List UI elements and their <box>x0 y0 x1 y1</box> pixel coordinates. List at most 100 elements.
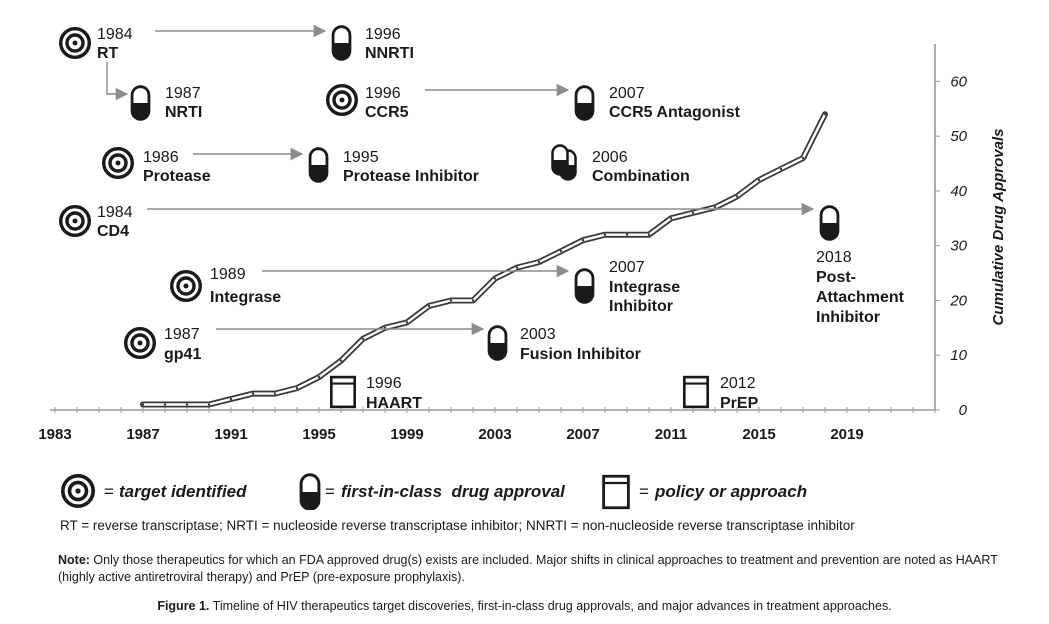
timeline-events: 1984 RT 1996 NNRTI 1987 NRTI 1996 CCR5 2… <box>59 25 905 412</box>
pill-icon <box>308 147 329 183</box>
pill-icon <box>130 85 151 121</box>
data-point <box>801 156 805 160</box>
event-label-line: Post- <box>816 269 856 286</box>
caption-text: Timeline of HIV therapeutics target disc… <box>209 599 892 613</box>
x-tick-label: 2015 <box>742 426 775 443</box>
event-ccr5-antagonist: 2007 CCR5 Antagonist <box>574 85 741 121</box>
y-tick-label: 40 <box>950 183 967 200</box>
data-point <box>735 195 739 198</box>
event-integrase: 1989 Integrase <box>170 266 281 306</box>
event-label: Combination <box>592 168 690 185</box>
data-point <box>405 321 409 324</box>
event-label: NNRTI <box>365 45 414 62</box>
event-year: 1996 <box>365 85 401 102</box>
policy-icon <box>602 474 630 510</box>
x-tick-label: 1983 <box>38 426 71 443</box>
y-tick-label: 0 <box>959 402 968 419</box>
pill-icon <box>487 325 508 361</box>
figure-caption: Figure 1. Timeline of HIV therapeutics t… <box>0 599 1049 613</box>
series-line-outline <box>140 111 828 408</box>
event-label: Protease Inhibitor <box>343 168 479 185</box>
data-point <box>537 260 541 264</box>
pill-icon <box>299 473 321 510</box>
event-label: Fusion Inhibitor <box>520 346 641 363</box>
x-minor-ticks <box>54 407 936 413</box>
data-point <box>207 403 211 406</box>
event-year: 2006 <box>592 149 628 166</box>
event-label: Protease <box>143 168 211 185</box>
legend: = target identified = first-in-class dru… <box>61 473 807 510</box>
event-haart: 1996 HAART <box>329 375 422 412</box>
target-icon <box>170 270 202 302</box>
event-year: 2012 <box>720 375 756 392</box>
event-prep: 2012 PrEP <box>682 375 759 412</box>
event-label: Integrase <box>210 289 281 306</box>
event-year: 1984 <box>97 204 133 221</box>
y-axis-label: Cumulative Drug Approvals <box>990 129 1007 326</box>
abbreviations-line: RT = reverse transcriptase; NRTI = nucle… <box>60 518 855 533</box>
event-label: NRTI <box>165 104 202 121</box>
event-year: 2007 <box>609 85 645 102</box>
note: Note: Only those therapeutics for which … <box>58 552 1033 586</box>
double-pill-icon <box>551 144 577 181</box>
data-point <box>317 375 321 379</box>
event-label: CD4 <box>97 223 129 240</box>
event-integrase-inhibitor: 2007 Integrase Inhibitor <box>574 259 680 315</box>
data-point <box>647 233 651 236</box>
note-text: Only those therapeutics for which an FDA… <box>58 553 998 584</box>
event-nnrti: 1996 NNRTI <box>331 25 414 62</box>
x-tick-labels: 1983 1987 1991 1995 1999 2003 2007 2011 2015 2019 <box>38 426 863 443</box>
y-tick-label: 10 <box>950 347 967 364</box>
event-year: 1995 <box>343 149 379 166</box>
data-point <box>449 299 453 302</box>
data-point <box>163 403 167 406</box>
x-tick-label: 2003 <box>478 426 511 443</box>
data-point <box>559 249 563 253</box>
legend-item-target: = target identified <box>61 474 247 508</box>
event-combination: 2006 Combination <box>551 144 690 185</box>
data-point <box>141 403 145 406</box>
target-icon <box>124 327 156 359</box>
x-tick-label: 1995 <box>302 426 335 443</box>
x-tick-label: 1987 <box>126 426 159 443</box>
data-point <box>757 178 761 182</box>
event-year: 1996 <box>366 375 402 392</box>
y-tick-label: 50 <box>950 128 967 145</box>
data-point <box>273 392 277 395</box>
event-year: 2007 <box>609 259 645 276</box>
timeline-arrows <box>106 24 815 336</box>
event-year: 1986 <box>143 149 179 166</box>
data-point <box>471 299 475 302</box>
policy-icon <box>682 375 710 409</box>
data-point <box>339 359 343 362</box>
event-year: 2003 <box>520 326 556 343</box>
target-icon <box>326 84 358 116</box>
event-label: gp41 <box>164 346 201 363</box>
data-point <box>229 397 233 401</box>
data-point <box>515 266 519 269</box>
series-line <box>141 112 827 406</box>
event-year: 1987 <box>164 326 200 343</box>
target-icon <box>61 474 95 508</box>
data-point <box>625 233 629 236</box>
event-fusion-inhibitor: 2003 Fusion Inhibitor <box>487 325 641 363</box>
legend-label: first-in-class drug approval <box>341 482 566 501</box>
event-year: 1984 <box>97 26 133 43</box>
legend-label: target identified <box>119 482 247 501</box>
arrow-rt-to-nrti <box>106 62 129 101</box>
axes: 1983 1987 1991 1995 1999 2003 2007 2011 2015 2019… <box>38 44 1007 443</box>
data-point <box>603 233 607 236</box>
y-tick-label: 20 <box>949 292 967 309</box>
target-icon <box>59 205 91 237</box>
x-tick-label: 2011 <box>655 426 688 443</box>
event-label: PrEP <box>720 395 759 412</box>
event-label: CCR5 <box>365 104 409 121</box>
legend-item-policy: = policy or approach <box>602 474 807 510</box>
data-point <box>581 239 585 242</box>
event-label: RT <box>97 45 119 62</box>
x-tick-label: 1991 <box>214 426 247 443</box>
x-tick-label: 2007 <box>566 426 599 443</box>
caption-label: Figure 1. <box>157 599 210 613</box>
event-year: 1987 <box>165 85 201 102</box>
y-tick-label: 30 <box>950 238 967 255</box>
